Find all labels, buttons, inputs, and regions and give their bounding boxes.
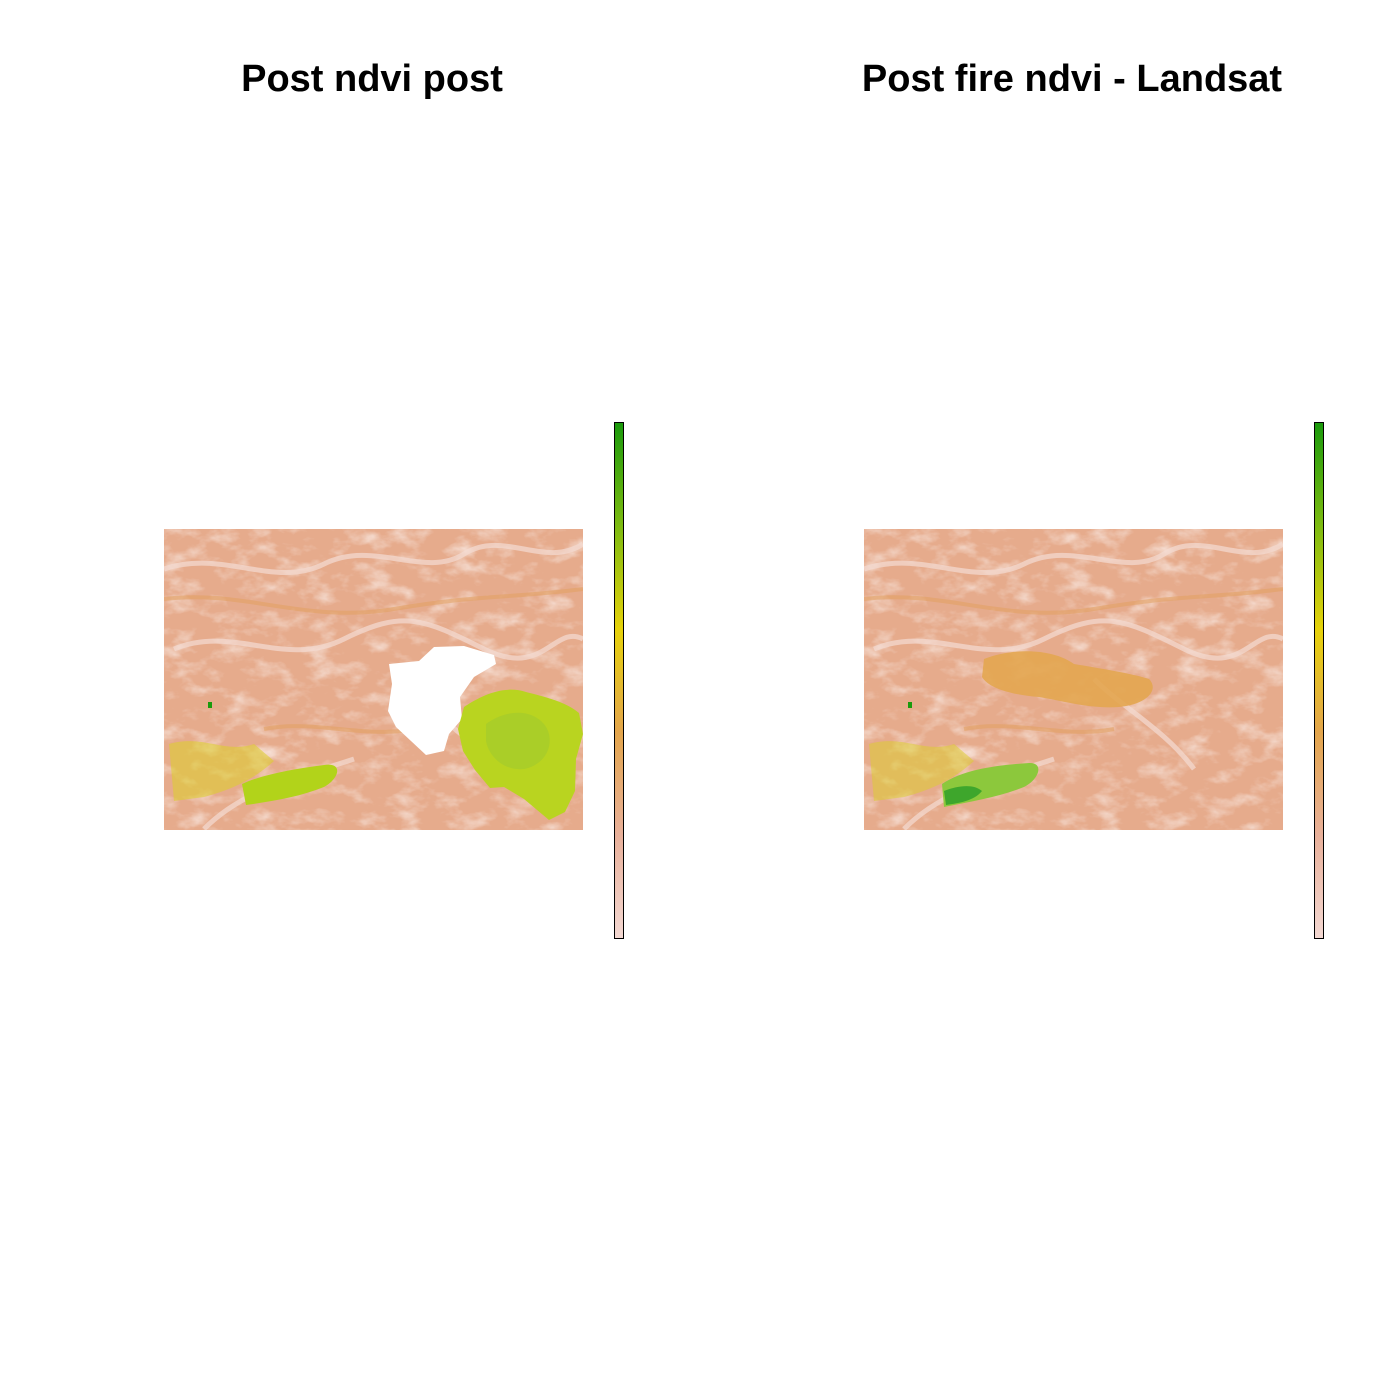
ridge-lines bbox=[164, 541, 583, 830]
vegetation-core-right bbox=[486, 712, 550, 770]
ridge-lines bbox=[864, 541, 1283, 830]
map-title-right: Post fire ndvi - Landsat bbox=[861, 58, 1283, 100]
yellow-patch-left bbox=[169, 741, 274, 801]
color-legend-left bbox=[614, 422, 624, 939]
small-dark-green-pixel bbox=[908, 702, 912, 708]
color-legend-right bbox=[1314, 422, 1324, 939]
vegetation-core-left bbox=[944, 786, 982, 805]
yellow-patch-left bbox=[869, 741, 974, 801]
vegetation-blob-left bbox=[242, 764, 338, 805]
small-dark-green-pixel bbox=[208, 702, 212, 708]
orange-lines bbox=[864, 587, 1283, 734]
nodata-area bbox=[388, 646, 496, 755]
burn-scar-area bbox=[982, 651, 1153, 708]
ndvi-raster-left bbox=[164, 529, 583, 830]
orange-lines bbox=[164, 587, 583, 734]
ndvi-raster-right bbox=[864, 529, 1283, 830]
map-title-left: Post ndvi post bbox=[241, 58, 503, 100]
